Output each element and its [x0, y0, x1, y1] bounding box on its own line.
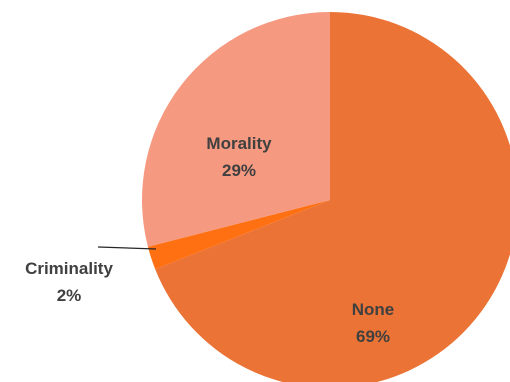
- slice-value-criminality: 2%: [57, 286, 82, 305]
- pie-slice-none: [155, 12, 510, 382]
- slice-value-morality: 29%: [222, 161, 256, 180]
- pie-labels: None 69% Criminality 2% Morality 29%: [25, 134, 394, 346]
- slice-label-morality: Morality: [206, 134, 272, 153]
- criminality-leader-line: [97, 246, 157, 250]
- pie-slice-morality: [142, 12, 330, 247]
- pie-slice-criminality: [147, 200, 330, 270]
- slice-label-none: None: [352, 300, 395, 319]
- slice-label-criminality: Criminality: [25, 259, 113, 278]
- slice-value-none: 69%: [356, 327, 390, 346]
- pie-slices: [142, 12, 510, 382]
